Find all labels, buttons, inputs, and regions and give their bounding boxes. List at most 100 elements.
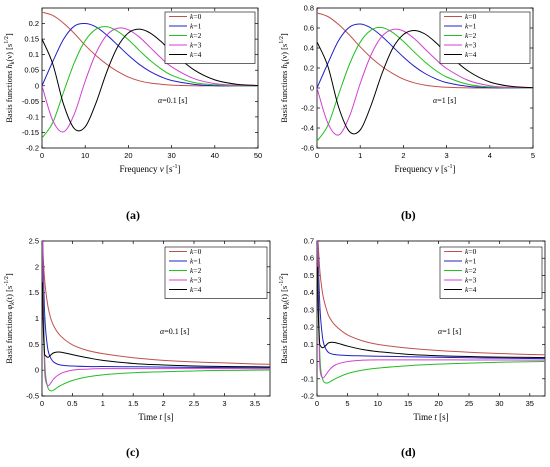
series-line-k2 <box>317 241 545 384</box>
y-tick-label: -0.6 <box>301 144 314 153</box>
legend-label: k=3 <box>190 276 202 285</box>
series-line-k0 <box>42 11 258 87</box>
legend-label: k=4 <box>190 285 202 294</box>
y-tick-label: -0.4 <box>301 124 314 133</box>
series-line-k0 <box>317 241 545 356</box>
y-tick-label: -0.2 <box>26 144 39 153</box>
legend-label: k=4 <box>465 50 477 59</box>
x-axis-label: Time t [s] <box>413 412 448 422</box>
legend-box <box>164 246 268 299</box>
y-tick-label: -0.1 <box>26 112 39 121</box>
caption-a: (a) <box>126 208 140 222</box>
y-tick-label: 0.5 <box>29 340 39 349</box>
x-tick-label: 2 <box>401 151 405 160</box>
chart-panel-c: 0 0.5 1 1.5 2 2.5 3 3.5 -0.5 0 0.5 1 1.5 2 2.5 k=0 k=1 k=… <box>0 233 275 467</box>
legend-label: k=1 <box>465 22 477 31</box>
y-axis-label: Basis functions hk(ν) [s1/2] <box>4 33 16 123</box>
plot-area <box>316 7 534 149</box>
series-line-k4 <box>317 266 545 359</box>
chart-panel-a: 0 10 20 30 40 50 -0.2 -0.15 -0.1 -0.05 0 0.05 0.1 0.1… <box>0 0 275 233</box>
x-tick-label: 30 <box>167 151 175 160</box>
series-line-k0 <box>42 241 270 365</box>
x-tick-label: 15 <box>404 399 412 408</box>
y-tick-label: 0.6 <box>304 254 314 263</box>
x-tick-label: 25 <box>465 399 473 408</box>
plot-area <box>41 7 259 149</box>
series-line-k3 <box>42 241 270 387</box>
x-tick-label: 3 <box>222 399 226 408</box>
x-tick-label: 20 <box>434 399 442 408</box>
series-group <box>42 241 270 392</box>
y-tick-label: -0.5 <box>26 392 39 401</box>
x-tick-label: 5 <box>531 151 535 160</box>
legend: k=0k=1k=2k=3k=4 <box>439 246 543 299</box>
x-tick-label: 3.5 <box>250 399 260 408</box>
y-tick-label: 1.5 <box>29 288 39 297</box>
legend-label: k=0 <box>190 247 202 256</box>
y-tick-label: 0.4 <box>304 288 314 297</box>
chart-c: 0 0.5 1 1.5 2 2.5 3 3.5-0.500.511.522.5k=0k=1k=… <box>4 237 271 422</box>
series-line-k2 <box>42 26 258 139</box>
legend-label: k=1 <box>465 257 477 266</box>
legend-label: k=4 <box>465 285 477 294</box>
series-line-k4 <box>42 28 258 132</box>
legend: k=0k=1k=2k=3k=4 <box>439 11 531 64</box>
x-tick-label: 30 <box>495 399 503 408</box>
legend: k=0k=1k=2k=3k=4 <box>164 11 256 64</box>
x-tick-label: 50 <box>254 151 262 160</box>
series-line-k1 <box>42 241 270 369</box>
y-tick-label: 0.8 <box>304 4 314 13</box>
x-tick-label: 1 <box>101 399 105 408</box>
x-tick-label: 20 <box>124 151 132 160</box>
chart-d: 0 5 10 15 20 25 30 35 -0.2 -0.1 0 0.1 0.2 0.3 0.4 0.5 0.… <box>279 237 546 422</box>
x-tick-label: 35 <box>526 399 534 408</box>
y-tick-label: -0.15 <box>22 128 39 137</box>
y-tick-label: -0.1 <box>301 374 314 383</box>
x-tick-label: 0 <box>40 151 44 160</box>
y-tick-label: 0.1 <box>304 340 314 349</box>
y-tick-label: 2.5 <box>29 237 39 246</box>
series-group <box>317 241 545 384</box>
x-tick-label: 1.5 <box>128 399 138 408</box>
y-tick-label: 0.05 <box>24 66 39 75</box>
y-axis-label: Basis functions hk(ν) [s1/2] <box>279 33 291 123</box>
legend-label: k=3 <box>465 41 477 50</box>
y-axis-label: Basis functions φk(t) [s-1/2] <box>4 273 16 364</box>
caption-c: (c) <box>126 445 140 459</box>
series-line-k4 <box>317 29 533 135</box>
legend-label: k=1 <box>190 22 202 31</box>
y-tick-label: 0.7 <box>304 237 314 246</box>
legend-label: k=0 <box>190 12 202 21</box>
x-tick-label: 0 <box>40 399 44 408</box>
alpha-annotation: α=0.1 [s] <box>158 96 187 105</box>
series-line-k2 <box>317 26 533 142</box>
y-tick-label: 0.2 <box>304 64 314 73</box>
series-line-k3 <box>317 241 545 379</box>
x-tick-label: 40 <box>211 151 219 160</box>
x-tick-label: 10 <box>81 151 89 160</box>
legend-label: k=0 <box>465 12 477 21</box>
series-line-k1 <box>42 23 258 87</box>
y-tick-label: -0.2 <box>301 392 314 401</box>
x-axis-label: Frequency ν [s-1] <box>395 164 456 174</box>
alpha-annotation: α=1 [s] <box>433 96 456 105</box>
y-tick-label: 0 <box>310 357 314 366</box>
legend-box <box>439 11 531 64</box>
y-tick-label: 0 <box>310 84 314 93</box>
y-tick-label: 1 <box>35 314 39 323</box>
x-tick-label: 1 <box>358 151 362 160</box>
x-tick-label: 0.5 <box>67 399 77 408</box>
legend-label: k=0 <box>465 247 477 256</box>
series-line-k2 <box>42 241 270 392</box>
legend-label: k=4 <box>190 50 202 59</box>
x-tick-label: 2 <box>162 399 166 408</box>
x-tick-label: 4 <box>488 151 492 160</box>
series-line-k1 <box>317 241 545 360</box>
legend-box <box>164 11 256 64</box>
y-tick-label: 0 <box>35 81 39 90</box>
legend-label: k=3 <box>190 41 202 50</box>
y-tick-label: -0.2 <box>301 104 314 113</box>
x-tick-label: 5 <box>345 399 349 408</box>
y-tick-label: 0.1 <box>29 50 39 59</box>
alpha-annotation: α=0.1 [s] <box>160 327 189 336</box>
